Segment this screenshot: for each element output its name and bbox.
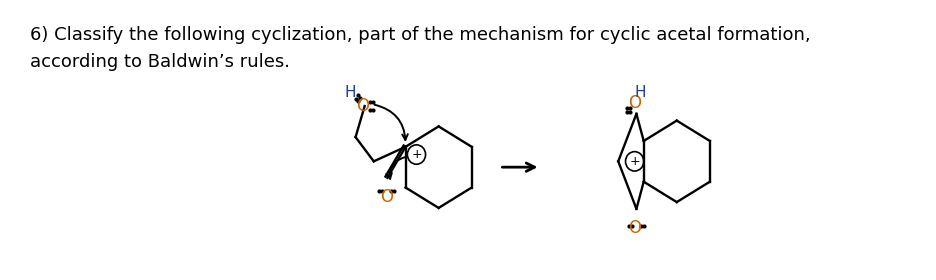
Text: H: H	[635, 85, 646, 100]
Text: according to Baldwin’s rules.: according to Baldwin’s rules.	[30, 53, 289, 71]
Text: 6) Classify the following cyclization, part of the mechanism for cyclic acetal f: 6) Classify the following cyclization, p…	[30, 25, 811, 43]
Text: O: O	[380, 188, 393, 206]
Text: +: +	[629, 155, 640, 168]
Text: +: +	[411, 148, 422, 161]
Text: H: H	[344, 85, 356, 100]
Text: O: O	[628, 219, 641, 237]
Text: O: O	[628, 94, 641, 112]
Text: O: O	[357, 97, 370, 115]
